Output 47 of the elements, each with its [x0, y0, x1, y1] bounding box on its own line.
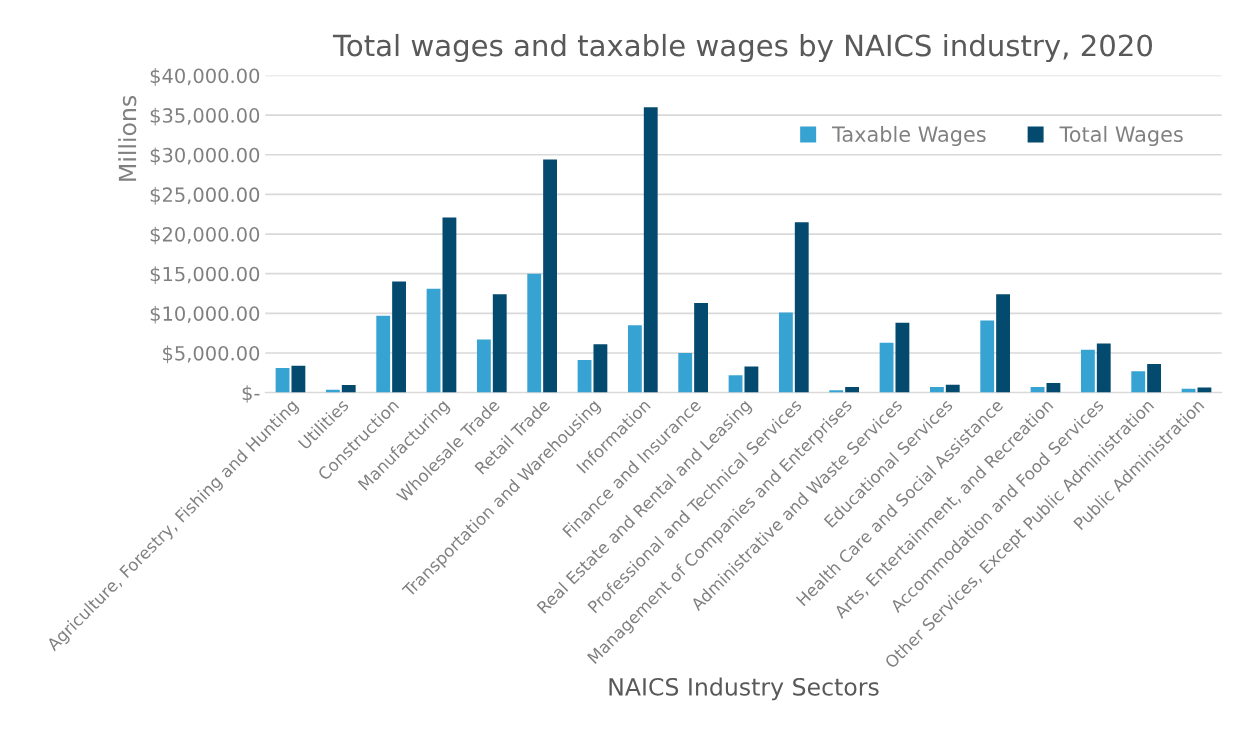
bar — [593, 344, 608, 393]
y-tick-label: $15,000.00 — [150, 266, 260, 284]
bar — [879, 342, 894, 393]
bar — [543, 159, 557, 393]
chart-title: Total wages and taxable wages by NAICS industry, 2020 — [332, 33, 1153, 63]
bar — [1197, 387, 1212, 393]
bar — [341, 385, 356, 393]
bar — [895, 322, 910, 393]
bar — [426, 288, 441, 393]
bar — [442, 217, 457, 393]
bar — [643, 107, 658, 393]
bar — [929, 387, 944, 393]
bar — [1046, 383, 1061, 393]
bar — [1080, 349, 1095, 393]
y-tick-label: $30,000.00 — [150, 147, 260, 166]
bar — [1147, 364, 1162, 393]
bar — [744, 366, 759, 393]
bar — [845, 387, 859, 393]
bar — [678, 352, 693, 393]
bar — [996, 294, 1010, 393]
bar — [1096, 343, 1111, 393]
y-tick-label: $10,000.00 — [150, 305, 260, 324]
bar — [694, 303, 708, 393]
y-tick-label: $40,000.00 — [150, 68, 260, 86]
y-tick-label: $20,000.00 — [150, 226, 260, 245]
bar — [476, 339, 491, 393]
bar — [778, 312, 793, 393]
y-tick-label: $35,000.00 — [150, 107, 260, 126]
y-tick-label: $- — [242, 385, 260, 403]
bar — [728, 375, 743, 393]
y-tick-label: $25,000.00 — [150, 187, 260, 205]
legend-label: Taxable Wages — [832, 125, 986, 147]
bar — [492, 294, 507, 393]
bar — [376, 315, 391, 393]
bar — [1131, 371, 1146, 393]
bar — [291, 365, 306, 393]
bar — [275, 368, 290, 393]
y-axis-title: Millions — [118, 95, 137, 181]
bar — [627, 325, 642, 393]
x-axis-title: NAICS Industry Sectors — [609, 677, 879, 701]
bar — [527, 273, 542, 393]
bar — [980, 320, 995, 393]
bar — [794, 222, 809, 393]
bar — [577, 360, 592, 393]
bar — [392, 281, 406, 393]
legend-label: Total Wages — [1059, 125, 1183, 147]
y-tick-label: $5,000.00 — [163, 345, 260, 364]
